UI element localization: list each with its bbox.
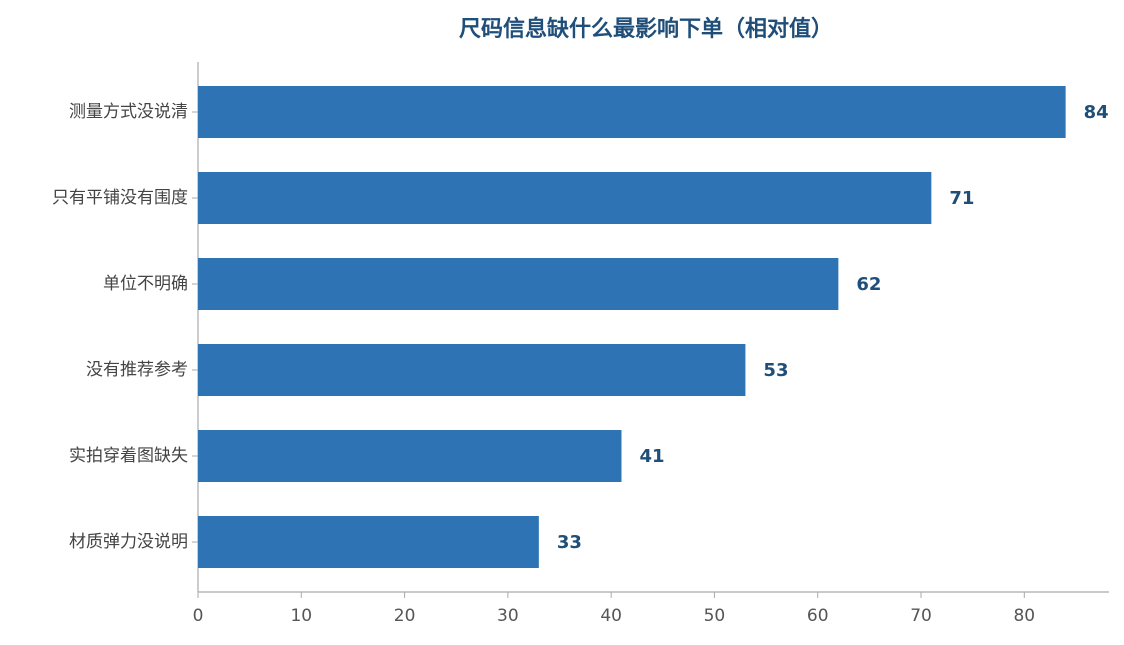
x-tick-label: 60 xyxy=(807,606,829,626)
value-label: 84 xyxy=(1084,102,1109,123)
bar xyxy=(198,86,1066,138)
y-tick-label: 材质弹力没说明 xyxy=(69,532,188,552)
value-label: 62 xyxy=(856,274,881,295)
y-tick-label: 单位不明确 xyxy=(103,274,188,294)
x-tick-label: 70 xyxy=(910,606,932,626)
y-tick-label: 只有平铺没有围度 xyxy=(52,188,188,208)
x-tick-label: 50 xyxy=(704,606,726,626)
x-tick-label: 30 xyxy=(497,606,519,626)
y-tick-label: 没有推荐参考 xyxy=(86,360,188,380)
value-label: 71 xyxy=(949,188,974,209)
chart-title: 尺码信息缺什么最影响下单（相对值） xyxy=(459,16,833,42)
bar xyxy=(198,172,932,224)
x-tick-label: 0 xyxy=(193,606,204,626)
bar xyxy=(198,258,839,310)
bar xyxy=(198,430,622,482)
y-tick-label: 实拍穿着图缺失 xyxy=(69,446,188,466)
value-label: 33 xyxy=(557,532,582,553)
value-label: 41 xyxy=(639,446,664,467)
value-label: 53 xyxy=(763,360,788,381)
bar xyxy=(198,344,746,396)
x-tick-label: 80 xyxy=(1013,606,1035,626)
bar xyxy=(198,516,539,568)
y-tick-label: 测量方式没说清 xyxy=(69,102,188,122)
x-tick-label: 10 xyxy=(290,606,312,626)
x-tick-label: 40 xyxy=(600,606,622,626)
x-tick-label: 20 xyxy=(394,606,416,626)
